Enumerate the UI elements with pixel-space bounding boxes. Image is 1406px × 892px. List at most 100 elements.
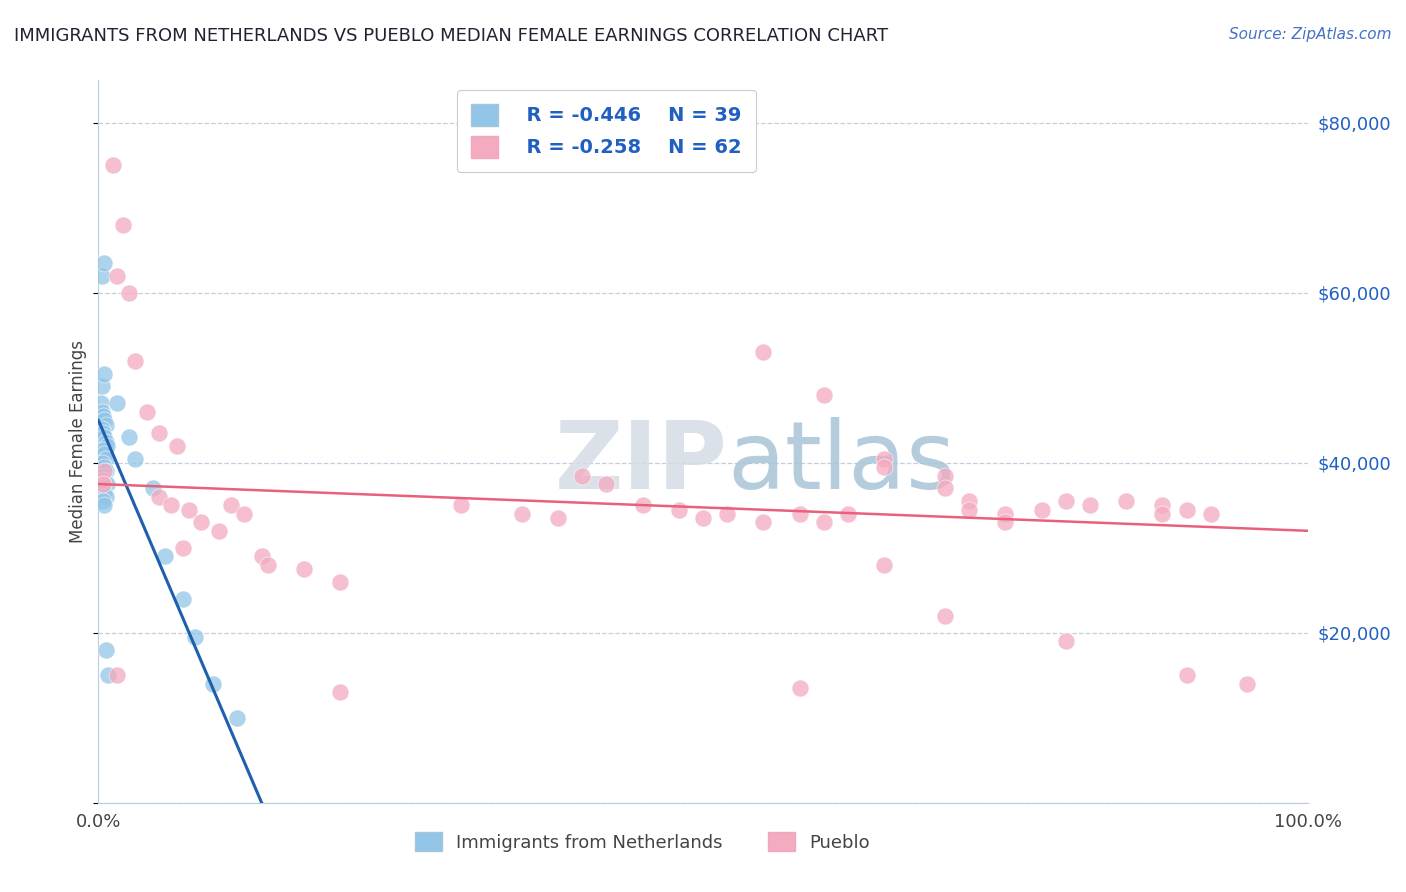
Point	[873, 558, 896, 572]
Point	[124, 451, 146, 466]
Point	[1175, 668, 1198, 682]
Y-axis label: Median Female Earnings: Median Female Earnings	[69, 340, 87, 543]
Point	[91, 425, 114, 440]
Point	[93, 485, 115, 500]
Point	[93, 413, 115, 427]
Point	[91, 468, 114, 483]
Point	[957, 494, 980, 508]
Point	[124, 353, 146, 368]
Point	[934, 468, 956, 483]
Point	[837, 507, 859, 521]
Point	[1152, 507, 1174, 521]
Point	[1175, 502, 1198, 516]
Point	[153, 549, 176, 564]
Point	[91, 379, 114, 393]
Point	[873, 460, 896, 475]
Point	[135, 405, 157, 419]
Point	[91, 405, 114, 419]
Point	[510, 507, 533, 521]
Point	[172, 541, 194, 555]
Point	[93, 460, 115, 475]
Point	[93, 367, 115, 381]
Point	[789, 507, 811, 521]
Point	[1152, 498, 1174, 512]
Point	[631, 498, 654, 512]
Point	[96, 477, 118, 491]
Point	[91, 494, 114, 508]
Point	[148, 490, 170, 504]
Point	[148, 425, 170, 440]
Point	[160, 498, 183, 512]
Point	[752, 345, 775, 359]
Point	[226, 711, 249, 725]
Point	[789, 681, 811, 695]
Point	[813, 516, 835, 530]
Point	[752, 516, 775, 530]
Point	[94, 451, 117, 466]
Point	[142, 481, 165, 495]
Point	[1054, 494, 1077, 508]
Text: Source: ZipAtlas.com: Source: ZipAtlas.com	[1229, 27, 1392, 42]
Point	[93, 464, 115, 478]
Point	[450, 498, 472, 512]
Text: ZIP: ZIP	[554, 417, 727, 509]
Point	[91, 443, 114, 458]
Point	[547, 511, 569, 525]
Point	[93, 256, 115, 270]
Point	[97, 668, 120, 682]
Point	[329, 574, 352, 589]
Point	[292, 562, 315, 576]
Point	[256, 558, 278, 572]
Point	[179, 502, 201, 516]
Point	[1115, 494, 1137, 508]
Point	[93, 498, 115, 512]
Point	[93, 430, 115, 444]
Point	[994, 516, 1017, 530]
Point	[94, 642, 117, 657]
Point	[957, 502, 980, 516]
Point	[571, 468, 593, 483]
Legend: Immigrants from Netherlands, Pueblo: Immigrants from Netherlands, Pueblo	[408, 824, 877, 859]
Point	[91, 481, 114, 495]
Point	[90, 396, 112, 410]
Point	[813, 388, 835, 402]
Point	[1054, 634, 1077, 648]
Point	[91, 473, 114, 487]
Point	[250, 549, 273, 564]
Point	[105, 268, 128, 283]
Point	[105, 668, 128, 682]
Point	[873, 451, 896, 466]
Point	[172, 591, 194, 606]
Point	[934, 481, 956, 495]
Point	[91, 456, 114, 470]
Point	[91, 268, 114, 283]
Point	[91, 409, 114, 423]
Point	[111, 218, 134, 232]
Point	[96, 439, 118, 453]
Point	[94, 434, 117, 449]
Point	[716, 507, 738, 521]
Point	[934, 608, 956, 623]
Point	[595, 477, 617, 491]
Point	[221, 498, 243, 512]
Point	[93, 447, 115, 461]
Point	[232, 507, 254, 521]
Text: IMMIGRANTS FROM NETHERLANDS VS PUEBLO MEDIAN FEMALE EARNINGS CORRELATION CHART: IMMIGRANTS FROM NETHERLANDS VS PUEBLO ME…	[14, 27, 889, 45]
Point	[93, 473, 115, 487]
Point	[91, 477, 114, 491]
Point	[166, 439, 188, 453]
Point	[1199, 507, 1222, 521]
Point	[668, 502, 690, 516]
Point	[994, 507, 1017, 521]
Point	[101, 158, 124, 172]
Point	[190, 516, 212, 530]
Point	[94, 417, 117, 432]
Point	[184, 630, 207, 644]
Text: atlas: atlas	[727, 417, 956, 509]
Point	[94, 464, 117, 478]
Point	[208, 524, 231, 538]
Point	[1236, 677, 1258, 691]
Point	[202, 677, 225, 691]
Point	[1031, 502, 1053, 516]
Point	[118, 285, 141, 300]
